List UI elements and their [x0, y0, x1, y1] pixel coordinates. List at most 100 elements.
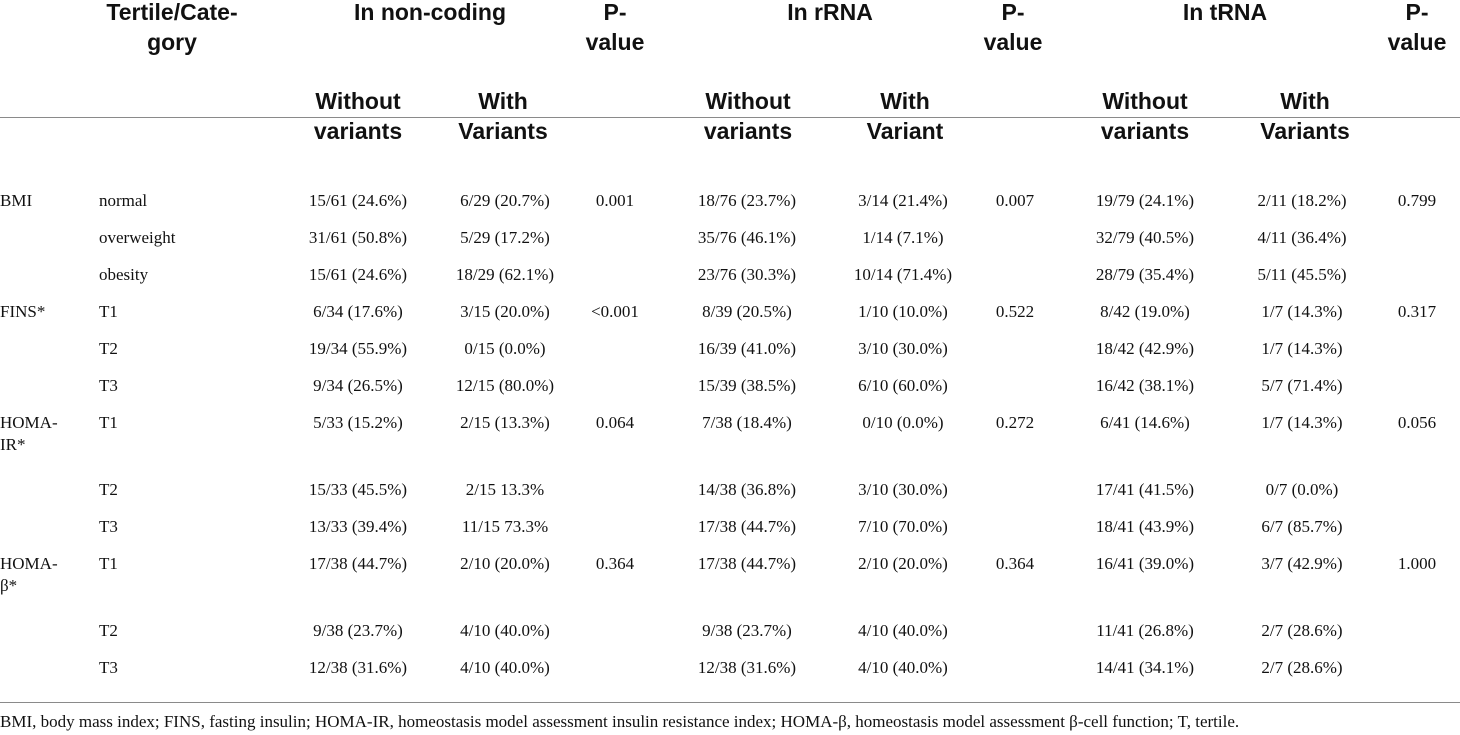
cell-rrna-without: 16/39 (41.0%): [697, 339, 797, 358]
cell-category: normal: [99, 191, 148, 210]
cell-trna-pvalue: 0.317: [1397, 302, 1437, 321]
cell-trna-without: 16/42 (38.1%): [1095, 376, 1195, 395]
cell-trna-with: 1/7 (14.3%): [1261, 302, 1343, 321]
cell-trna-pvalue: 1.000: [1397, 554, 1437, 573]
cell-rrna-with: 1/14 (7.1%): [862, 228, 944, 247]
cell-category: T1: [99, 413, 118, 432]
header-pvalue-noncoding: P- value: [585, 0, 645, 55]
cell-rrna-without: 9/38 (23.7%): [702, 621, 792, 640]
cell-rrna-with: 4/10 (40.0%): [858, 658, 948, 677]
cell-variable: HOMA- β*: [0, 554, 58, 595]
cell-nc-pvalue: 0.364: [595, 554, 635, 573]
cell-trna-with: 2/11 (18.2%): [1257, 191, 1347, 210]
cell-trna-with: 6/7 (85.7%): [1261, 517, 1343, 536]
cell-rrna-without: 14/38 (36.8%): [697, 480, 797, 499]
cell-trna-pvalue: 0.056: [1397, 413, 1437, 432]
footer-divider: [0, 702, 1460, 703]
cell-nc-with: 18/29 (62.1%): [455, 265, 555, 284]
header-trna-with-variants: With Variants: [1260, 88, 1350, 144]
cell-category: obesity: [99, 265, 149, 284]
header-noncoding: In non-coding: [353, 0, 506, 25]
cell-rrna-without: 12/38 (31.6%): [697, 658, 797, 677]
cell-category: T3: [99, 376, 118, 395]
cell-trna-with: 5/7 (71.4%): [1261, 376, 1343, 395]
header-rrna-with-variant: With Variant: [866, 88, 944, 144]
cell-trna-without: 18/41 (43.9%): [1095, 517, 1195, 536]
cell-nc-with: 2/15 13.3%: [465, 480, 545, 499]
table-footnote: BMI, body mass index; FINS, fasting insu…: [0, 712, 1240, 731]
cell-nc-with: 0/15 (0.0%): [464, 339, 546, 358]
cell-rrna-pvalue: 0.272: [995, 413, 1035, 432]
cell-rrna-with: 3/10 (30.0%): [858, 339, 948, 358]
cell-trna-without: 28/79 (35.4%): [1095, 265, 1195, 284]
cell-category: T1: [99, 302, 118, 321]
cell-rrna-without: 17/38 (44.7%): [697, 517, 797, 536]
cell-nc-with: 11/15 73.3%: [461, 517, 549, 536]
cell-nc-pvalue: <0.001: [591, 302, 639, 321]
header-rrna-without-variants: Without variants: [703, 88, 793, 144]
header-tertile-category: Tertile/Cate- gory: [106, 0, 238, 55]
cell-nc-without: 9/34 (26.5%): [313, 376, 403, 395]
cell-rrna-with: 7/10 (70.0%): [858, 517, 948, 536]
cell-nc-with: 6/29 (20.7%): [460, 191, 550, 210]
cell-nc-with: 2/10 (20.0%): [460, 554, 550, 573]
cell-rrna-without: 15/39 (38.5%): [697, 376, 797, 395]
cell-rrna-with: 6/10 (60.0%): [858, 376, 948, 395]
cell-nc-without: 13/33 (39.4%): [308, 517, 408, 536]
cell-category: T1: [99, 554, 118, 573]
cell-category: T2: [99, 480, 118, 499]
cell-nc-with: 2/15 (13.3%): [460, 413, 550, 432]
cell-nc-without: 19/34 (55.9%): [308, 339, 408, 358]
cell-trna-with: 2/7 (28.6%): [1261, 658, 1343, 677]
cell-rrna-with: 1/10 (10.0%): [858, 302, 948, 321]
header-nc-without-variants: Without variants: [313, 88, 403, 144]
cell-nc-without: 15/61 (24.6%): [308, 265, 408, 284]
cell-nc-without: 17/38 (44.7%): [308, 554, 408, 573]
cell-rrna-without: 35/76 (46.1%): [697, 228, 797, 247]
header-trna-without-variants: Without variants: [1100, 88, 1190, 144]
cell-trna-with: 2/7 (28.6%): [1261, 621, 1343, 640]
cell-rrna-pvalue: 0.007: [995, 191, 1035, 210]
cell-nc-with: 4/10 (40.0%): [460, 658, 550, 677]
cell-nc-without: 31/61 (50.8%): [308, 228, 408, 247]
cell-rrna-pvalue: 0.522: [995, 302, 1035, 321]
cell-category: T2: [99, 621, 118, 640]
header-rrna: In rRNA: [787, 0, 873, 25]
cell-nc-without: 12/38 (31.6%): [308, 658, 408, 677]
cell-category: T3: [99, 517, 118, 536]
cell-trna-without: 11/41 (26.8%): [1096, 621, 1194, 640]
cell-nc-pvalue: 0.064: [595, 413, 635, 432]
cell-nc-without: 15/61 (24.6%): [308, 191, 408, 210]
cell-trna-without: 17/41 (41.5%): [1095, 480, 1195, 499]
cell-rrna-with: 3/10 (30.0%): [858, 480, 948, 499]
cell-rrna-with: 2/10 (20.0%): [858, 554, 948, 573]
cell-rrna-without: 17/38 (44.7%): [697, 554, 797, 573]
header-divider: [0, 117, 1460, 118]
cell-variable: BMI: [0, 191, 33, 210]
header-nc-with-variants: With Variants: [458, 88, 548, 144]
cell-nc-without: 9/38 (23.7%): [313, 621, 403, 640]
cell-trna-without: 32/79 (40.5%): [1095, 228, 1195, 247]
header-pvalue-rrna: P- value: [983, 0, 1043, 55]
cell-trna-with: 4/11 (36.4%): [1257, 228, 1347, 247]
cell-trna-with: 1/7 (14.3%): [1261, 339, 1343, 358]
cell-rrna-with: 0/10 (0.0%): [862, 413, 944, 432]
cell-variable: HOMA- IR*: [0, 413, 58, 454]
cell-rrna-without: 7/38 (18.4%): [702, 413, 792, 432]
cell-rrna-with: 10/14 (71.4%): [853, 265, 953, 284]
cell-trna-with: 3/7 (42.9%): [1261, 554, 1343, 573]
cell-nc-with: 5/29 (17.2%): [460, 228, 550, 247]
cell-rrna-without: 18/76 (23.7%): [697, 191, 797, 210]
cell-category: overweight: [99, 228, 176, 247]
cell-category: T2: [99, 339, 118, 358]
cell-nc-without: 15/33 (45.5%): [308, 480, 408, 499]
cell-trna-pvalue: 0.799: [1397, 191, 1437, 210]
cell-trna-with: 0/7 (0.0%): [1265, 480, 1339, 499]
cell-trna-with: 1/7 (14.3%): [1261, 413, 1343, 432]
cell-rrna-with: 3/14 (21.4%): [858, 191, 948, 210]
cell-nc-with: 4/10 (40.0%): [460, 621, 550, 640]
cell-variable: FINS*: [0, 302, 46, 321]
cell-nc-without: 5/33 (15.2%): [313, 413, 403, 432]
cell-trna-without: 18/42 (42.9%): [1095, 339, 1195, 358]
cell-trna-without: 16/41 (39.0%): [1095, 554, 1195, 573]
